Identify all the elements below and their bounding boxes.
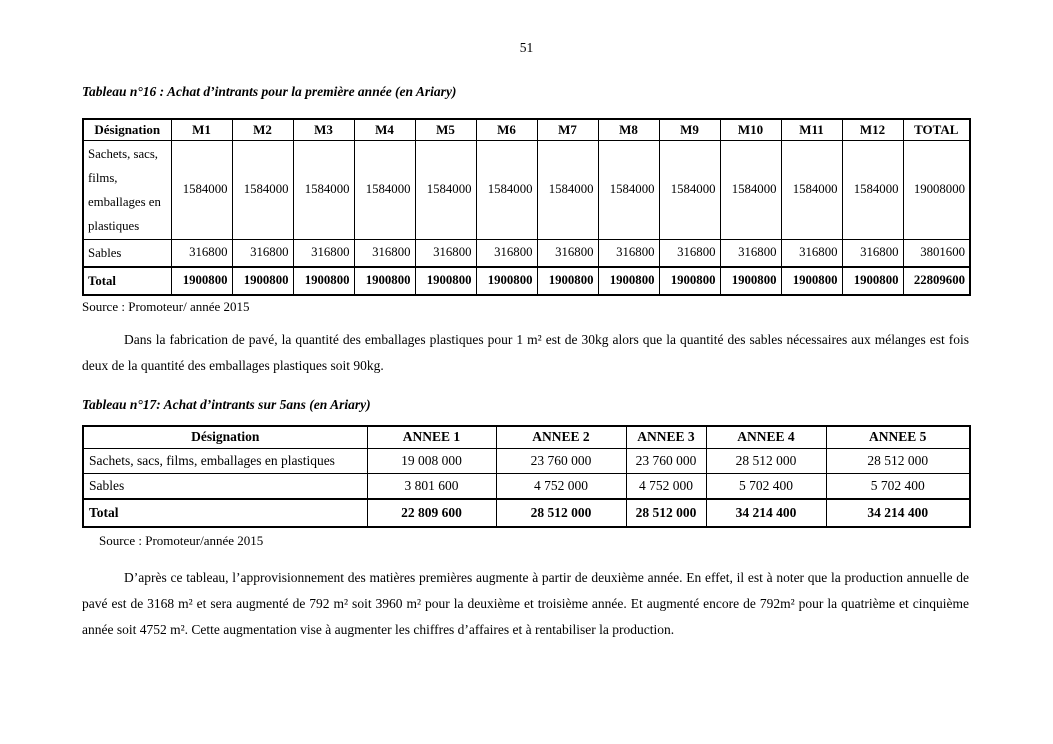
value-cell: 1900800	[475, 265, 538, 295]
table16-header-row: Désignation M1 M2 M3 M4 M5 M6 M7 M8 M9 M10 M11 M12 TO…	[82, 118, 971, 141]
table-row: Total 1900800 1900800 1900800 1900800 1900800…	[82, 265, 971, 295]
value-cell: 28 512 000	[825, 448, 971, 474]
value-cell: 1900800	[719, 265, 782, 295]
row-label: Total	[82, 265, 172, 295]
row-label: Sachets, sacs, films, emballages en plas…	[82, 448, 368, 474]
column-header: M2	[231, 118, 294, 141]
value-cell: 316800	[475, 238, 538, 267]
column-header: M7	[536, 118, 599, 141]
value-cell: 316800	[170, 238, 233, 267]
row-label: Sables	[82, 238, 172, 267]
value-cell: 1584000	[353, 139, 416, 240]
value-cell: 1900800	[170, 265, 233, 295]
column-header: M12	[841, 118, 904, 141]
value-cell: 1900800	[780, 265, 843, 295]
value-cell: 316800	[536, 238, 599, 267]
value-cell: 1584000	[170, 139, 233, 240]
table16-source: Source : Promoteur/ année 2015	[82, 298, 250, 314]
value-cell: 316800	[780, 238, 843, 267]
value-cell: 1584000	[475, 139, 538, 240]
column-header: M3	[292, 118, 355, 141]
value-cell: 34 214 400	[825, 497, 971, 527]
value-cell: 19008000	[902, 139, 971, 240]
table-row: Total 22 809 600 28 512 000 28 512 000 34 21…	[82, 497, 971, 527]
value-cell: 316800	[719, 238, 782, 267]
column-header: M6	[475, 118, 538, 141]
value-cell: 316800	[597, 238, 660, 267]
table16-title: Tableau n°16 : Achat d’intrants pour la …	[82, 84, 457, 99]
table-row: Sables 3 801 600 4 752 000 4 752 000 5 702 4…	[82, 473, 971, 499]
page-number: 51	[519, 40, 534, 55]
value-cell: 1900800	[231, 265, 294, 295]
column-header: M8	[597, 118, 660, 141]
column-header: M1	[170, 118, 233, 141]
value-cell: 316800	[353, 238, 416, 267]
column-header: ANNEE 3	[625, 425, 707, 449]
value-cell: 316800	[841, 238, 904, 267]
value-cell: 22 809 600	[366, 497, 497, 527]
value-cell: 4 752 000	[625, 473, 707, 499]
paragraph-2: D’après ce tableau, l’approvisionnement …	[82, 569, 969, 637]
value-cell: 1900800	[414, 265, 477, 295]
value-cell: 316800	[292, 238, 355, 267]
column-header: M11	[780, 118, 843, 141]
value-cell: 316800	[414, 238, 477, 267]
column-header: ANNEE 1	[366, 425, 497, 449]
value-cell: 316800	[658, 238, 721, 267]
value-cell: 1584000	[780, 139, 843, 240]
value-cell: 23 760 000	[625, 448, 707, 474]
column-header: M5	[414, 118, 477, 141]
column-header: TOTAL	[902, 118, 971, 141]
value-cell: 3801600	[902, 238, 971, 267]
value-cell: 19 008 000	[366, 448, 497, 474]
value-cell: 1900800	[353, 265, 416, 295]
row-label: Total	[82, 497, 368, 527]
row-label: Sables	[82, 473, 368, 499]
column-header: Désignation	[82, 425, 368, 449]
column-header: ANNEE 4	[705, 425, 827, 449]
table-row: Sables 316800 316800 316800 316800 316800 3168…	[82, 238, 971, 267]
table-row: Sachets, sacs, films, emballages en plas…	[82, 139, 971, 240]
value-cell: 5 702 400	[825, 473, 971, 499]
value-cell: 34 214 400	[705, 497, 827, 527]
value-cell: 28 512 000	[495, 497, 627, 527]
table-row: Sachets, sacs, films, emballages en plas…	[82, 448, 971, 474]
table17-title: Tableau n°17: Achat d’intrants sur 5ans …	[82, 396, 371, 412]
value-cell: 1584000	[841, 139, 904, 240]
value-cell: 4 752 000	[495, 473, 627, 499]
value-cell: 1584000	[414, 139, 477, 240]
value-cell: 1584000	[658, 139, 721, 240]
table17-source: Source : Promoteur/année 2015	[99, 532, 264, 548]
column-header: M10	[719, 118, 782, 141]
value-cell: 28 512 000	[705, 448, 827, 474]
column-header: ANNEE 5	[825, 425, 971, 449]
value-cell: 1584000	[597, 139, 660, 240]
value-cell: 1900800	[841, 265, 904, 295]
value-cell: 1584000	[231, 139, 294, 240]
value-cell: 22809600	[902, 265, 971, 295]
value-cell: 1900800	[658, 265, 721, 295]
column-header: M9	[658, 118, 721, 141]
value-cell: 316800	[231, 238, 294, 267]
value-cell: 1584000	[719, 139, 782, 240]
value-cell: 1900800	[292, 265, 355, 295]
column-header: Désignation	[82, 118, 172, 141]
value-cell: 23 760 000	[495, 448, 627, 474]
value-cell: 28 512 000	[625, 497, 707, 527]
value-cell: 1900800	[597, 265, 660, 295]
table16: Désignation M1 M2 M3 M4 M5 M6 M7 M8 M9 M10 M11 M12 TO…	[82, 118, 971, 296]
paragraph-1: Dans la fabrication de pavé, la quantité…	[82, 331, 969, 373]
value-cell: 3 801 600	[366, 473, 497, 499]
value-cell: 1900800	[536, 265, 599, 295]
value-cell: 5 702 400	[705, 473, 827, 499]
column-header: ANNEE 2	[495, 425, 627, 449]
row-label: Sachets, sacs, films, emballages en plas…	[82, 139, 172, 240]
value-cell: 1584000	[292, 139, 355, 240]
column-header: M4	[353, 118, 416, 141]
value-cell: 1584000	[536, 139, 599, 240]
